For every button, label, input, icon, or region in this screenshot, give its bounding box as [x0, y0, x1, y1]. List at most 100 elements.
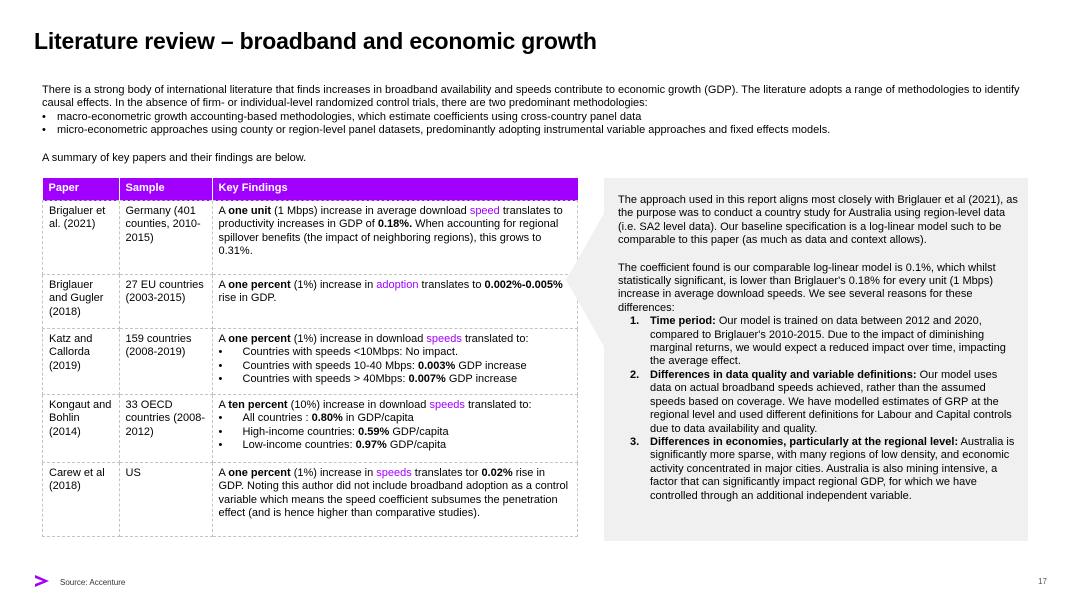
finding-text: rise in GDP. Noting this author did not … — [218, 467, 569, 520]
finding-emphasis: ten percent — [228, 399, 288, 411]
source-note: Source: Accenture — [60, 578, 126, 587]
finding-text: A — [218, 333, 229, 345]
finding-text: translates tor — [411, 467, 482, 479]
finding-list-value: 0.80% — [311, 412, 343, 425]
callout-pointer — [566, 210, 606, 350]
finding-text: (10%) increase in download — [287, 399, 430, 411]
sample-cell: 27 EU countries (2003-2015) — [118, 274, 213, 329]
callout-paragraph: The coefficient found is our comparable … — [618, 261, 996, 314]
finding-emphasis: 0.002%-0.005% — [484, 279, 563, 291]
finding-list-text: GDP/capita — [386, 439, 447, 452]
reason-number: 2. — [630, 368, 640, 381]
finding-emphasis: one percent — [228, 467, 291, 479]
callout-paragraph: The approach used in this report aligns … — [618, 194, 1018, 247]
finding-list-item: All countries : 0.80% in GDP/capita — [219, 412, 572, 426]
methodology-item: micro-econometric approaches using count… — [42, 124, 1032, 138]
finding-text: translates to productivity increases in … — [218, 205, 563, 231]
accenture-logo-icon — [35, 575, 49, 587]
reason-title: Differences in data quality and variable… — [650, 368, 917, 381]
reason-number: 1. — [630, 315, 640, 328]
finding-emphasis: one percent — [228, 333, 291, 345]
summary-text: A summary of key papers and their findin… — [42, 152, 307, 164]
sample-cell: Germany (401 counties, 2010-2015) — [118, 200, 213, 275]
finding-emphasis: one unit — [228, 205, 272, 217]
reason-text: Australia is significantly more sparse, … — [650, 435, 1015, 502]
finding-text: (1 Mbps) increase in average download — [271, 205, 470, 217]
table-row: Katz and Callorda (2019) 159 countries (… — [42, 328, 578, 395]
findings-cell: A one percent (1%) increase in speeds tr… — [211, 462, 578, 537]
intro-paragraph: There is a strong body of international … — [42, 84, 1020, 110]
finding-text: A — [218, 467, 229, 479]
reasons-list: 1. Time period: Our model is trained on d… — [618, 315, 1018, 503]
finding-list-text: Countries with speeds 10-40 Mbps: — [242, 359, 418, 372]
finding-list-text: GDP/capita — [389, 425, 449, 438]
findings-cell: A ten percent (10%) increase in download… — [211, 394, 578, 463]
sample-cell: 159 countries (2008-2019) — [118, 328, 213, 395]
finding-list-text: Countries with speeds <10Mbps: No impact… — [242, 346, 459, 359]
table-row: Brigaluer et al. (2021) Germany (401 cou… — [42, 200, 578, 275]
finding-list-text: Countries with speeds > 40Mbps: — [242, 373, 409, 386]
finding-text: When accounting for regional spillover b… — [218, 218, 559, 258]
finding-text: A — [218, 399, 229, 411]
finding-text: A — [218, 205, 229, 217]
finding-list-item: Countries with speeds 10-40 Mbps: 0.003%… — [219, 359, 572, 374]
finding-list-item: Countries with speeds > 40Mbps: 0.007% G… — [219, 373, 572, 387]
finding-list-item: Countries with speeds <10Mbps: No impact… — [219, 346, 572, 360]
finding-list-text: in GDP/capita — [342, 412, 414, 425]
table-row: Carew et al (2018) US A one percent (1%)… — [42, 462, 578, 537]
table-header-row: Paper Sample Key Findings — [42, 178, 578, 201]
findings-cell: A one percent (1%) increase in download … — [211, 328, 578, 395]
finding-list-text: GDP increase — [455, 359, 527, 372]
page-title: Literature review – broadband and econom… — [34, 28, 597, 54]
reason-item: 2. Differences in data quality and variab… — [618, 369, 1018, 436]
column-header-key-findings: Key Findings — [212, 178, 578, 201]
finding-text: A — [218, 279, 229, 291]
reason-number: 3. — [630, 435, 640, 448]
findings-cell: A one unit (1 Mbps) increase in average … — [211, 200, 578, 275]
finding-list-text: GDP increase — [445, 373, 518, 386]
methodology-item: macro-econometric growth accounting-base… — [42, 111, 1032, 125]
callout-content: The approach used in this report aligns … — [618, 194, 1018, 503]
finding-list-text: Low-income countries: — [242, 439, 356, 452]
finding-text: (1%) increase in — [290, 467, 377, 479]
paper-cell: Briglauer and Gugler (2018) — [42, 274, 120, 329]
finding-list-value: 0.003% — [417, 359, 456, 372]
finding-emphasis: 0.02% — [481, 467, 513, 479]
reason-title: Differences in economies, particularly a… — [650, 435, 959, 448]
finding-highlight: speed — [469, 205, 500, 217]
finding-text: (1%) increase in download — [290, 333, 427, 345]
approach-callout-panel: The approach used in this report aligns … — [604, 178, 1028, 541]
finding-list-value: 0.007% — [408, 373, 446, 386]
finding-text: translates to — [418, 279, 485, 291]
finding-list-item: High-income countries: 0.59% GDP/capita — [219, 425, 572, 440]
finding-text: (1%) increase in — [290, 279, 377, 291]
column-header-sample: Sample — [119, 178, 213, 201]
methodology-list: macro-econometric growth accounting-base… — [42, 111, 1032, 138]
reason-item: 3. Differences in economies, particularly… — [618, 436, 1018, 503]
finding-highlight: speeds — [429, 399, 465, 411]
reason-item: 1. Time period: Our model is trained on d… — [618, 315, 1018, 369]
finding-highlight: speeds — [376, 467, 412, 479]
reason-title: Time period: — [650, 315, 716, 328]
findings-cell: A one percent (1%) increase in adoption … — [211, 274, 578, 329]
paper-cell: Kongaut and Bohlin (2014) — [42, 394, 120, 463]
finding-list-value: 0.59% — [358, 425, 390, 438]
sample-cell: US — [118, 462, 213, 537]
paper-cell: Brigaluer et al. (2021) — [42, 200, 120, 275]
literature-table: Paper Sample Key Findings Brigaluer et a… — [42, 178, 578, 537]
paper-cell: Katz and Callorda (2019) — [42, 328, 120, 395]
intro-section: There is a strong body of international … — [42, 84, 1032, 138]
finding-highlight: speeds — [426, 333, 462, 345]
finding-text: translated to: — [464, 399, 532, 411]
finding-highlight: adoption — [376, 279, 419, 291]
finding-list-item: Low-income countries: 0.97% GDP/capita — [219, 439, 572, 453]
finding-emphasis: one percent — [228, 279, 291, 291]
sample-cell: 33 OECD countries (2008-2012) — [118, 394, 213, 463]
paper-cell: Carew et al (2018) — [42, 462, 120, 537]
finding-emphasis: 0.18%. — [377, 218, 413, 231]
reason-text: Our model uses data on actual broadband … — [650, 368, 1012, 435]
table-row: Kongaut and Bohlin (2014) 33 OECD countr… — [42, 394, 578, 463]
table-row: Briglauer and Gugler (2018) 27 EU countr… — [42, 274, 578, 329]
finding-text: rise in GDP. — [218, 292, 277, 305]
finding-list-value: 0.97% — [355, 439, 387, 452]
